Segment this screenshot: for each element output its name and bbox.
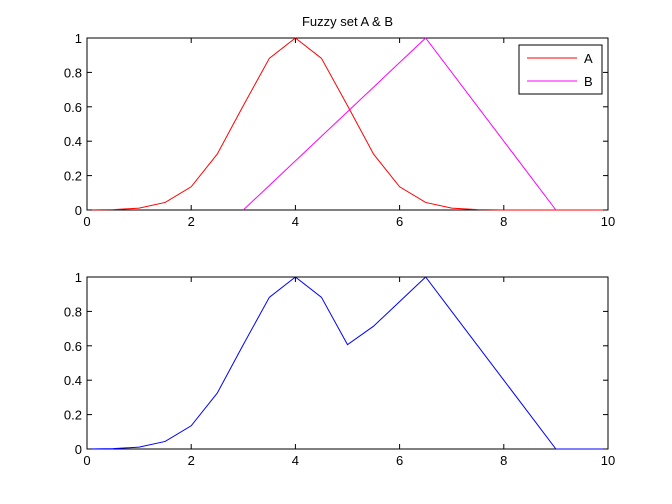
bottom-xtick-label: 2 [188,453,195,468]
top-ticks-group: 0 2 4 6 8 10 0 0.2 0.4 0.6 0.8 1 [64,31,615,229]
top-xtick-label: 6 [396,214,403,229]
bottom-axes-frame [86,276,609,450]
top-ytick-label: 0 [75,203,82,218]
bottom-series-group [86,276,608,450]
bottom-ticks-group: 0 2 4 6 8 10 0 0.2 0.4 0.6 0.8 1 [64,270,615,468]
bottom-xtick-label: 10 [601,453,615,468]
bottom-ytick-label: 0.6 [64,339,82,354]
bottom-ytick-label: 1 [75,270,82,285]
top-xtick-label: 0 [83,214,90,229]
top-ytick-label: 0.8 [64,65,82,80]
bottom-ytick-label: 0.4 [64,373,82,388]
bottom-xtick-label: 4 [292,453,299,468]
top-series-line-a [86,37,608,211]
bottom-ytick-label: 0.8 [64,304,82,319]
bottom-ytick-label: 0 [75,442,82,457]
legend-label-a: A [584,51,593,66]
top-xtick-label: 8 [500,214,507,229]
legend: A B [518,44,603,95]
top-chart-title: Fuzzy set A & B [302,14,393,29]
bottom-xtick-label: 6 [396,453,403,468]
top-series-group [86,37,608,211]
legend-box [518,44,603,95]
top-xtick-label: 10 [601,214,615,229]
top-series-line-b [242,37,557,211]
bottom-ytick-label: 0.2 [64,408,82,423]
top-xtick-label: 4 [292,214,299,229]
bottom-xtick-label: 8 [500,453,507,468]
top-axes: Fuzzy set A & B 0 2 4 6 8 10 0 0.2 0.4 0.6 0.8 1 A … [64,14,615,229]
bottom-axes: 0 2 4 6 8 10 0 0.2 0.4 0.6 0.8 1 [64,270,615,468]
top-xtick-label: 2 [188,214,195,229]
bottom-series-line-0 [86,276,608,450]
top-ytick-label: 0.2 [64,169,82,184]
top-ytick-label: 0.4 [64,134,82,149]
bottom-xtick-label: 0 [83,453,90,468]
legend-label-b: B [584,74,593,89]
top-ytick-label: 1 [75,31,82,46]
top-ytick-label: 0.6 [64,100,82,115]
